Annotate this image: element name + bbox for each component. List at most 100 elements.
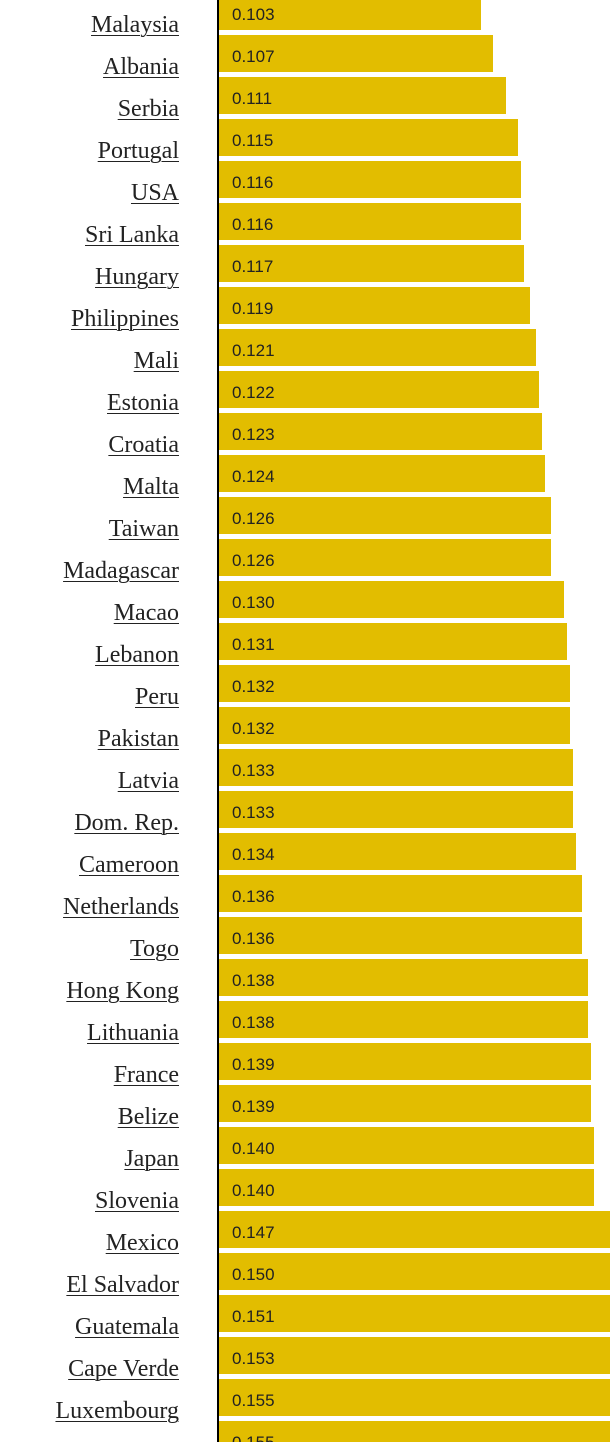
country-link-lithuania[interactable]: Lithuania — [87, 1020, 179, 1046]
bar-3 — [219, 119, 518, 156]
bar-value-label: 0.115 — [232, 131, 274, 150]
bar-23 — [219, 959, 588, 996]
country-link-belize[interactable]: Belize — [117, 1104, 179, 1130]
bar-20 — [219, 833, 576, 870]
country-link-mexico[interactable]: Mexico — [105, 1230, 179, 1256]
country-link-slovenia[interactable]: Slovenia — [95, 1188, 179, 1214]
country-link-pakistan[interactable]: Pakistan — [97, 726, 179, 752]
country-link-croatia[interactable]: Croatia — [108, 432, 179, 458]
country-link-lebanon[interactable]: Lebanon — [95, 642, 179, 668]
bar-21 — [219, 875, 582, 912]
bar-24 — [219, 1001, 588, 1038]
country-link-france[interactable]: France — [113, 1062, 179, 1088]
bar-14 — [219, 581, 564, 618]
bar-0 — [219, 0, 482, 30]
country-link-madagascar[interactable]: Madagascar — [63, 558, 179, 584]
bar-value-label: 0.132 — [232, 719, 275, 738]
country-link-hungary[interactable]: Hungary — [95, 264, 179, 290]
bar-value-label: 0.111 — [232, 89, 273, 108]
bar-31 — [219, 1295, 610, 1332]
country-link-japan[interactable]: Japan — [124, 1146, 179, 1172]
bar-value-label: 0.139 — [232, 1055, 275, 1074]
bar-28 — [219, 1169, 594, 1206]
country-link-usa[interactable]: USA — [130, 180, 179, 206]
bar-value-label: 0.138 — [232, 971, 275, 990]
bar-32 — [219, 1337, 610, 1374]
bar-value-label: 0.136 — [232, 929, 275, 948]
country-link-latvia[interactable]: Latvia — [117, 768, 179, 794]
country-link-dom-rep[interactable]: Dom. Rep. — [74, 810, 179, 836]
bar-34 — [219, 1421, 610, 1442]
bar-4 — [219, 161, 521, 198]
bar-value-label: 0.131 — [232, 635, 275, 654]
bar-29 — [219, 1211, 610, 1248]
bar-16 — [219, 665, 570, 702]
country-link-guatemala[interactable]: Guatemala — [75, 1314, 179, 1340]
country-link-taiwan[interactable]: Taiwan — [108, 516, 179, 542]
country-link-peru[interactable]: Peru — [135, 684, 179, 710]
country-link-malta[interactable]: Malta — [123, 474, 179, 500]
bar-19 — [219, 791, 573, 828]
bar-18 — [219, 749, 573, 786]
country-link-macao[interactable]: Macao — [113, 600, 179, 626]
bar-value-label: 0.138 — [232, 1013, 275, 1032]
bar-value-label: 0.140 — [232, 1181, 275, 1200]
bar-value-label: 0.153 — [232, 1349, 275, 1368]
country-link-hong-kong[interactable]: Hong Kong — [66, 978, 179, 1004]
country-link-cape-verde[interactable]: Cape Verde — [68, 1356, 179, 1382]
bar-30 — [219, 1253, 610, 1290]
bar-value-label: 0.126 — [232, 551, 275, 570]
bar-value-label: 0.147 — [232, 1223, 275, 1242]
bar-25 — [219, 1043, 591, 1080]
bar-value-label: 0.130 — [232, 593, 275, 612]
bar-value-label: 0.151 — [232, 1307, 275, 1326]
bar-8 — [219, 329, 537, 366]
country-link-togo[interactable]: Togo — [130, 936, 179, 962]
bar-value-label: 0.107 — [232, 47, 275, 66]
country-link-el-salvador[interactable]: El Salvador — [66, 1272, 179, 1298]
bar-value-label: 0.140 — [232, 1139, 275, 1158]
country-link-cameroon[interactable]: Cameroon — [79, 852, 179, 878]
bar-13 — [219, 539, 552, 576]
bar-value-label: 0.122 — [232, 383, 275, 402]
bar-value-label: 0.123 — [232, 425, 275, 444]
bar-6 — [219, 245, 524, 282]
bar-value-label: 0.103 — [232, 5, 275, 24]
country-link-philippines[interactable]: Philippines — [70, 306, 179, 332]
bar-5 — [219, 203, 521, 240]
bar-11 — [219, 455, 546, 492]
country-link-luxembourg[interactable]: Luxembourg — [55, 1398, 179, 1424]
bar-value-label: 0.117 — [232, 257, 274, 276]
bar-27 — [219, 1127, 594, 1164]
country-link-serbia[interactable]: Serbia — [117, 96, 179, 122]
bar-17 — [219, 707, 570, 744]
country-link-netherlands[interactable]: Netherlands — [63, 894, 179, 920]
bar-22 — [219, 917, 582, 954]
country-link-malaysia[interactable]: Malaysia — [91, 12, 179, 38]
country-link-portugal[interactable]: Portugal — [97, 138, 179, 164]
country-link-mali[interactable]: Mali — [133, 348, 179, 374]
bar-value-label: 0.136 — [232, 887, 275, 906]
bar-value-label: 0.150 — [232, 1265, 275, 1284]
bar-7 — [219, 287, 530, 324]
y-axis-line — [217, 0, 219, 1442]
bar-2 — [219, 77, 506, 114]
country-link-estonia[interactable]: Estonia — [107, 390, 179, 416]
bar-value-label: 0.121 — [232, 341, 275, 360]
country-link-sri-lanka[interactable]: Sri Lanka — [85, 222, 179, 248]
country-link-albania[interactable]: Albania — [103, 54, 179, 80]
bar-10 — [219, 413, 543, 450]
bar-value-label: 0.133 — [232, 761, 275, 780]
bar-value-label: 0.139 — [232, 1097, 275, 1116]
bar-26 — [219, 1085, 591, 1122]
bar-value-label: 0.133 — [232, 803, 275, 822]
bar-value-label: 0.124 — [232, 467, 275, 486]
bar-33 — [219, 1379, 610, 1416]
bar-value-label: 0.134 — [232, 845, 275, 864]
bar-9 — [219, 371, 540, 408]
bar-value-label: 0.155 — [232, 1391, 275, 1410]
bar-value-label: 0.155 — [232, 1433, 275, 1442]
bar-value-label: 0.126 — [232, 509, 275, 528]
bar-15 — [219, 623, 567, 660]
